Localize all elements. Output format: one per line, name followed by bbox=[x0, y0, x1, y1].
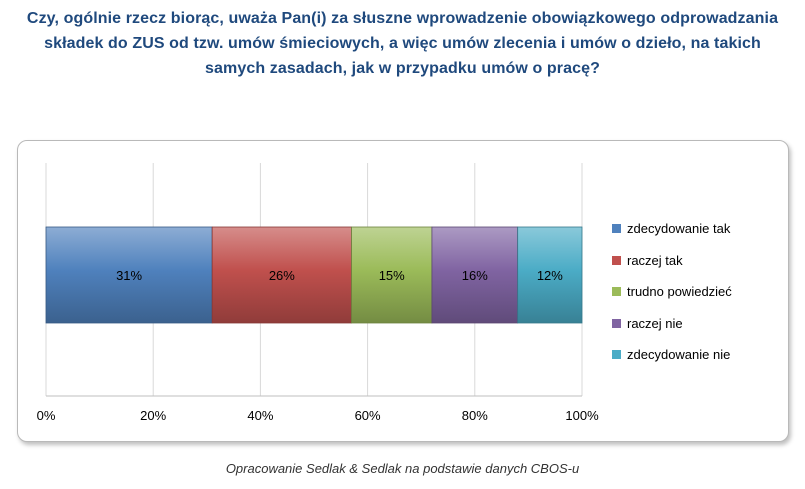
chart-title: Czy, ogólnie rzecz biorąc, uważa Pan(i) … bbox=[26, 10, 779, 77]
legend-label: trudno powiedzieć bbox=[627, 284, 732, 300]
legend-swatch bbox=[612, 287, 621, 297]
legend-swatch bbox=[612, 350, 621, 360]
legend-label: raczej nie bbox=[627, 315, 683, 331]
bar-segment-4 bbox=[431, 226, 519, 324]
x-tick-label: 80% bbox=[462, 408, 488, 423]
x-tick-label: 0% bbox=[37, 408, 56, 423]
x-tick-label: 60% bbox=[355, 408, 381, 423]
bar-labels: 31% 26% 15% 16% 12% bbox=[116, 268, 563, 283]
legend-item: raczej tak bbox=[612, 245, 782, 277]
bar-label: 15% bbox=[379, 268, 405, 283]
bar-label: 16% bbox=[462, 268, 488, 283]
x-tick-label: 20% bbox=[140, 408, 166, 423]
x-tick-labels: 0% 20% 40% 60% 80% 100% bbox=[37, 408, 599, 423]
legend-item: trudno powiedzieć bbox=[612, 276, 782, 308]
bar-label: 12% bbox=[537, 268, 563, 283]
legend-label: zdecydowanie tak bbox=[627, 221, 731, 237]
source-note: Opracowanie Sedlak & Sedlak na podstawie… bbox=[225, 461, 580, 476]
legend-item: zdecydowanie nie bbox=[612, 339, 782, 371]
legend-swatch bbox=[612, 318, 621, 328]
legend-swatch bbox=[612, 255, 621, 265]
legend-label: zdecydowanie nie bbox=[627, 347, 731, 363]
bar-segment-2 bbox=[211, 226, 352, 324]
legend-item: zdecydowanie tak bbox=[612, 213, 782, 245]
bar-segment-1 bbox=[45, 226, 213, 324]
x-tick-label: 40% bbox=[247, 408, 273, 423]
bar-segment-5 bbox=[517, 226, 583, 324]
x-tick-label: 100% bbox=[565, 408, 599, 423]
bar-label: 31% bbox=[116, 268, 142, 283]
bar-segment-3 bbox=[351, 226, 433, 324]
chart-plot: 31% 26% 15% 16% 12% 0% 20% 40% 60% 80% 100% bbox=[37, 163, 599, 423]
legend-item: raczej nie bbox=[612, 308, 782, 340]
legend-swatch bbox=[612, 224, 621, 234]
chart-frame: 31% 26% 15% 16% 12% 0% 20% 40% 60% 80% 100% bbox=[17, 140, 789, 442]
legend-label: raczej tak bbox=[627, 252, 683, 268]
bar-label: 26% bbox=[269, 268, 295, 283]
legend: zdecydowanie tak raczej tak trudno powiedz… bbox=[612, 213, 782, 371]
bar-segments bbox=[45, 226, 583, 324]
